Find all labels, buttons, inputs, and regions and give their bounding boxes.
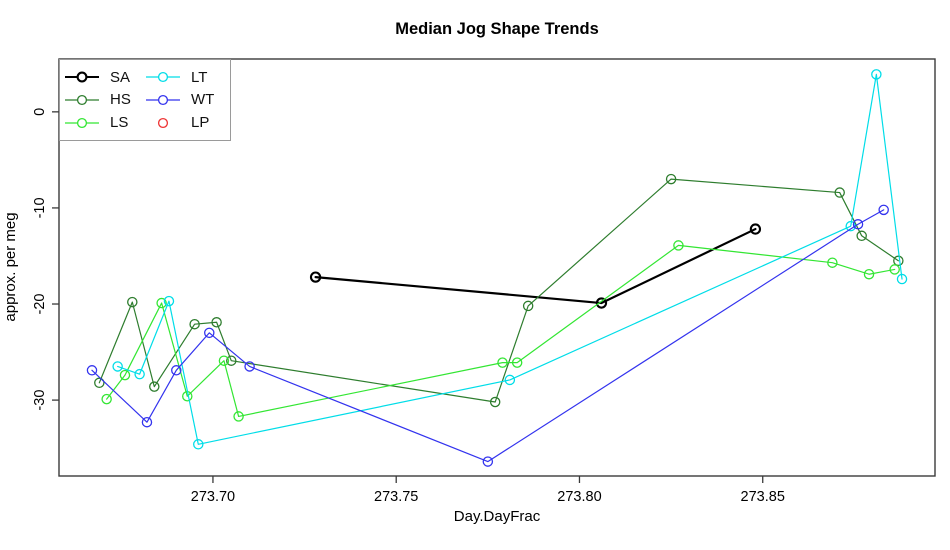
chart-title: Median Jog Shape Trends xyxy=(395,20,599,38)
legend-marker-lt-icon xyxy=(146,72,180,83)
legend-item-wt: WT xyxy=(145,89,226,112)
data-point-WT xyxy=(86,365,98,376)
data-point-LS xyxy=(827,257,838,268)
legend-marker-hs-icon xyxy=(65,94,99,106)
data-point-LT xyxy=(871,69,882,80)
legend-marker-ls-icon xyxy=(65,117,99,128)
legend-marker-wt-icon xyxy=(146,94,180,106)
plot-border xyxy=(58,58,936,477)
series-line-LT xyxy=(117,73,903,445)
data-point-LS xyxy=(233,411,244,422)
data-point-WT xyxy=(878,204,889,216)
data-point-LT xyxy=(112,361,123,372)
data-point-WT xyxy=(482,456,494,467)
legend-label: WT xyxy=(191,91,215,109)
data-point-WT xyxy=(171,365,182,376)
legend-label: LT xyxy=(191,68,208,86)
data-point-HS xyxy=(834,187,845,198)
data-point-WT xyxy=(244,361,255,372)
data-point-WT xyxy=(852,219,864,230)
data-point-LS xyxy=(511,357,523,368)
series-line-SA xyxy=(314,227,757,305)
y-tick-label: 0 xyxy=(32,108,48,116)
data-point-LS xyxy=(119,369,131,381)
legend-marker-lp-icon xyxy=(157,117,169,128)
data-point-HS xyxy=(893,255,904,267)
y-tick-label: -20 xyxy=(32,294,48,315)
legend-item-hs: HS xyxy=(64,89,145,112)
data-point-HS xyxy=(489,396,501,408)
data-point-HS xyxy=(127,296,138,308)
legend-label: SA xyxy=(110,68,131,86)
data-point-WT xyxy=(204,327,215,339)
series-line-HS xyxy=(98,178,899,403)
legend: SA HS LS LT WT LP xyxy=(59,59,231,141)
data-point-HS xyxy=(665,173,677,185)
series-line-WT xyxy=(91,209,885,463)
data-point-LT xyxy=(193,439,204,450)
legend-item-lt: LT xyxy=(145,66,226,89)
data-point-LS xyxy=(497,357,508,368)
data-point-SA xyxy=(595,297,608,309)
data-point-LS xyxy=(863,268,875,280)
legend-label: LS xyxy=(110,114,129,132)
data-point-LT xyxy=(504,374,516,386)
data-point-HS xyxy=(856,230,867,242)
x-tick-label: 273.85 xyxy=(741,489,785,505)
data-point-SA xyxy=(309,271,322,283)
data-point-HS xyxy=(149,381,160,392)
data-point-LT xyxy=(163,295,175,307)
y-tick-label: -10 xyxy=(32,197,48,218)
data-point-HS xyxy=(94,377,105,389)
legend-item-lp: LP xyxy=(145,111,226,134)
data-point-LS xyxy=(156,297,167,309)
data-point-SA xyxy=(749,223,762,235)
x-axis-label: Day.DayFrac xyxy=(454,508,541,525)
data-point-HS xyxy=(189,318,200,330)
x-tick-label: 273.70 xyxy=(191,489,235,505)
data-point-LT xyxy=(134,368,145,380)
x-tick-label: 273.80 xyxy=(557,489,601,505)
data-point-LS xyxy=(101,393,112,405)
plot-area: 273.70 273.75 273.80 273.85 0 -10 -20 -30 xyxy=(32,58,936,505)
data-point-LS xyxy=(218,355,230,366)
data-point-LS xyxy=(889,264,900,275)
data-point-LT xyxy=(896,273,908,285)
legend-item-sa: SA xyxy=(64,66,145,89)
data-point-HS xyxy=(211,317,222,328)
series-line-LS xyxy=(106,244,896,418)
y-tick-label: -30 xyxy=(32,390,48,411)
data-point-HS xyxy=(522,300,534,312)
legend-item-ls: LS xyxy=(64,111,145,134)
y-axis-label: approx. per meg xyxy=(2,212,19,321)
legend-marker-sa-icon xyxy=(65,71,99,83)
data-point-WT xyxy=(141,416,153,428)
legend-label: LP xyxy=(191,114,210,132)
legend-label: HS xyxy=(110,91,131,109)
data-point-HS xyxy=(226,355,237,366)
data-point-LS xyxy=(673,240,684,251)
x-tick-label: 273.75 xyxy=(374,489,418,505)
